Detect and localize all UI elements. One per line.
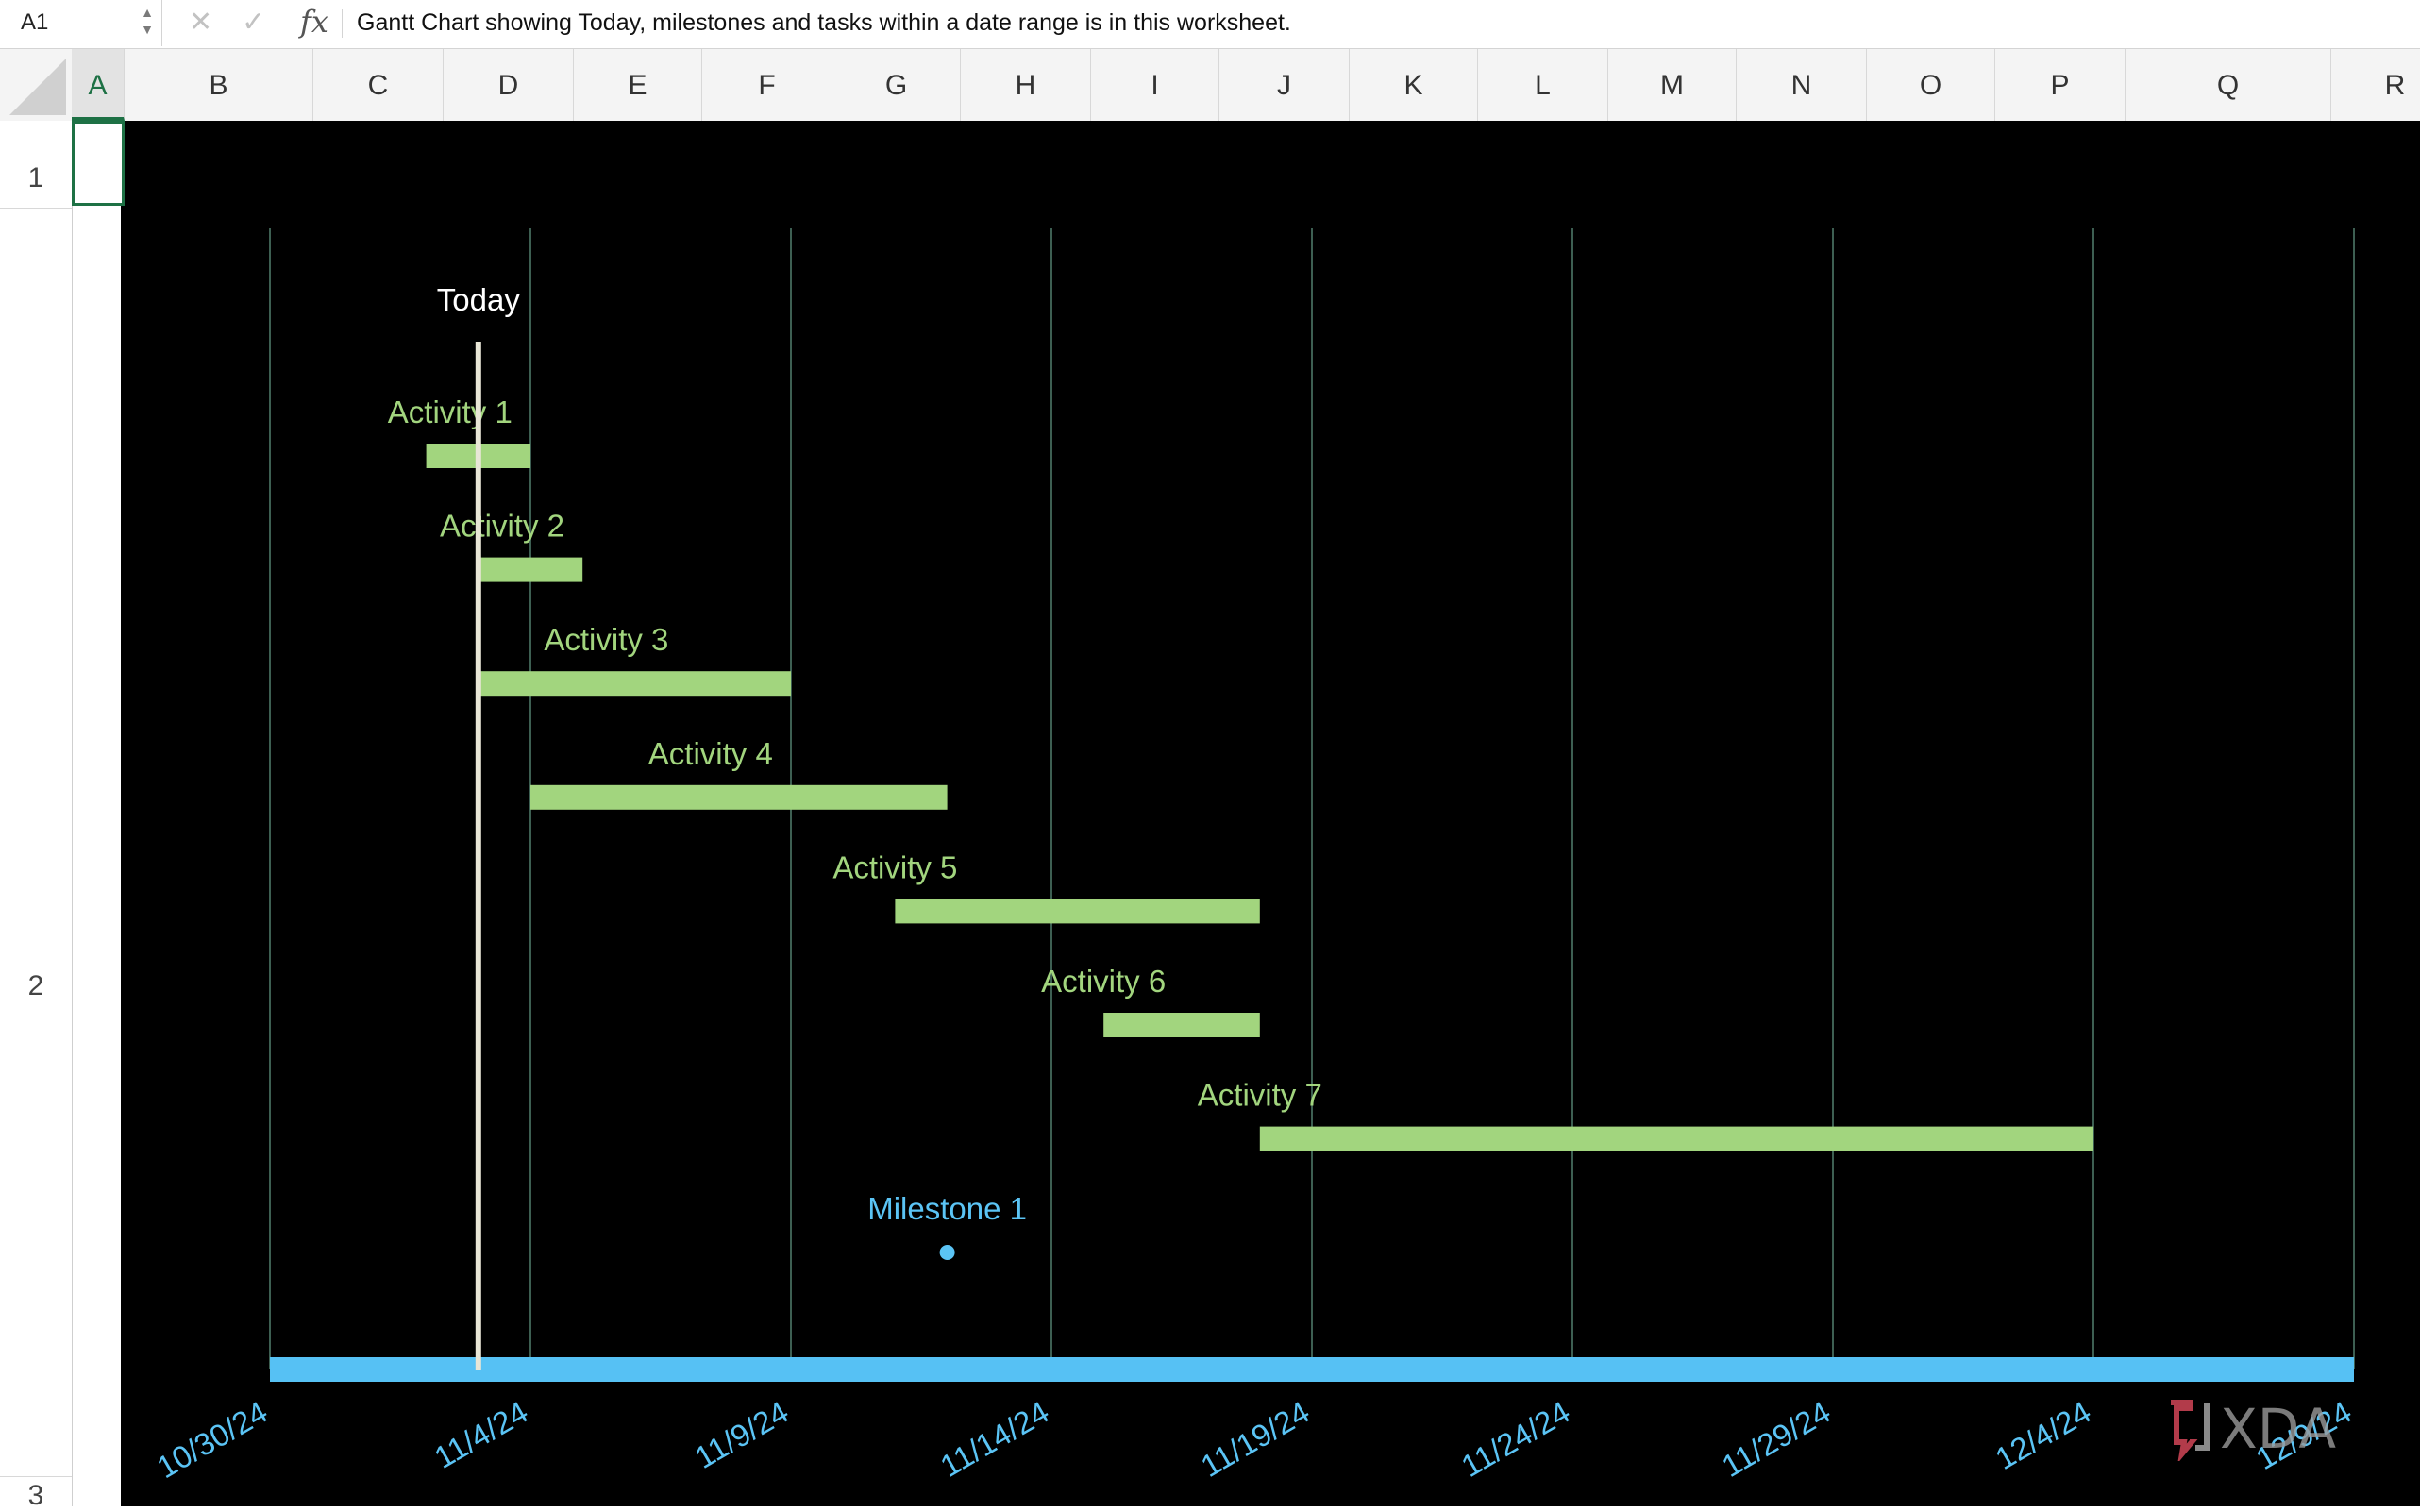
svg-text:XDA: XDA: [2220, 1397, 2336, 1461]
column-header-c[interactable]: C: [313, 49, 444, 121]
task-bar: [478, 557, 583, 582]
name-box-value: A1: [21, 9, 49, 35]
column-header-r[interactable]: R: [2331, 49, 2420, 121]
row-divider: [0, 208, 72, 209]
task-label: Activity 2: [440, 509, 564, 544]
chart-svg: 10/30/24 11/4/24 11/9/24 11/14/24 11/19/24 11…: [151, 228, 2358, 1485]
column-header-d[interactable]: D: [444, 49, 574, 121]
select-all-corner[interactable]: [0, 49, 73, 121]
x-tick-label: 11/4/24: [429, 1394, 534, 1475]
column-header-g[interactable]: G: [832, 49, 961, 121]
formula-bar: A1 ▲ ▼ ✕ ✓ fx Gantt Chart showing Today, …: [0, 0, 2420, 49]
column-header-a[interactable]: A: [72, 49, 125, 121]
row-header-2[interactable]: 2: [27, 970, 44, 1001]
x-axis-bar: [270, 1357, 2354, 1382]
column-header-i[interactable]: I: [1091, 49, 1219, 121]
column-header-q[interactable]: Q: [2126, 49, 2331, 121]
column-header-e[interactable]: E: [574, 49, 702, 121]
x-tick-label: 11/19/24: [1195, 1394, 1316, 1484]
task-label: Activity 4: [648, 736, 773, 771]
task-bar: [895, 899, 1260, 924]
formula-separator: [342, 9, 343, 38]
x-tick-label: 11/29/24: [1716, 1394, 1837, 1484]
column-header-p[interactable]: P: [1995, 49, 2126, 121]
column-header-n[interactable]: N: [1737, 49, 1867, 121]
task-label: Activity 6: [1041, 964, 1166, 999]
task-label: Activity 1: [388, 395, 513, 429]
formula-input[interactable]: Gantt Chart showing Today, milestones an…: [357, 9, 1291, 36]
xda-watermark-logo: XDA: [2171, 1397, 2336, 1461]
today-line: [475, 342, 481, 1370]
task-bar: [478, 671, 791, 697]
column-header-b[interactable]: B: [125, 49, 313, 121]
x-tick-label: 11/9/24: [689, 1394, 795, 1475]
chevron-updown-icon[interactable]: ▲ ▼: [141, 5, 154, 37]
task-label: Activity 3: [544, 622, 668, 657]
x-tick-label: 11/14/24: [934, 1394, 1055, 1484]
selected-cell-a1[interactable]: [72, 121, 125, 206]
task-bar: [1259, 1126, 2093, 1151]
column-header-f[interactable]: F: [702, 49, 832, 121]
row-header-1[interactable]: 1: [27, 162, 44, 193]
column-header-k[interactable]: K: [1350, 49, 1478, 121]
x-tick-label: 11/24/24: [1455, 1394, 1576, 1484]
gantt-chart[interactable]: 10/30/24 11/4/24 11/9/24 11/14/24 11/19/24 11…: [121, 121, 2420, 1506]
row-divider: [0, 1476, 72, 1477]
function-icon[interactable]: fx: [300, 4, 328, 40]
cancel-icon[interactable]: ✕: [189, 7, 213, 38]
name-box[interactable]: A1 ▲ ▼: [0, 0, 162, 46]
task-bar: [1103, 1013, 1260, 1037]
row-header-3[interactable]: 3: [27, 1480, 44, 1511]
task-label: Activity 5: [832, 849, 957, 884]
column-header-h[interactable]: H: [961, 49, 1091, 121]
row-header-bar: 1 2 3: [0, 121, 73, 1511]
column-header-o[interactable]: O: [1867, 49, 1995, 121]
task-bar: [530, 784, 948, 810]
column-header-m[interactable]: M: [1608, 49, 1737, 121]
column-header-l[interactable]: L: [1478, 49, 1608, 121]
today-label: Today: [437, 282, 521, 317]
milestone-marker: [939, 1245, 955, 1260]
column-header-j[interactable]: J: [1219, 49, 1350, 121]
x-tick-label: 12/4/24: [1990, 1394, 2097, 1476]
task-label: Activity 7: [1198, 1078, 1322, 1113]
x-tick-label: 10/30/24: [151, 1394, 274, 1485]
check-icon[interactable]: ✓: [242, 7, 266, 38]
milestone-label: Milestone 1: [867, 1191, 1027, 1226]
